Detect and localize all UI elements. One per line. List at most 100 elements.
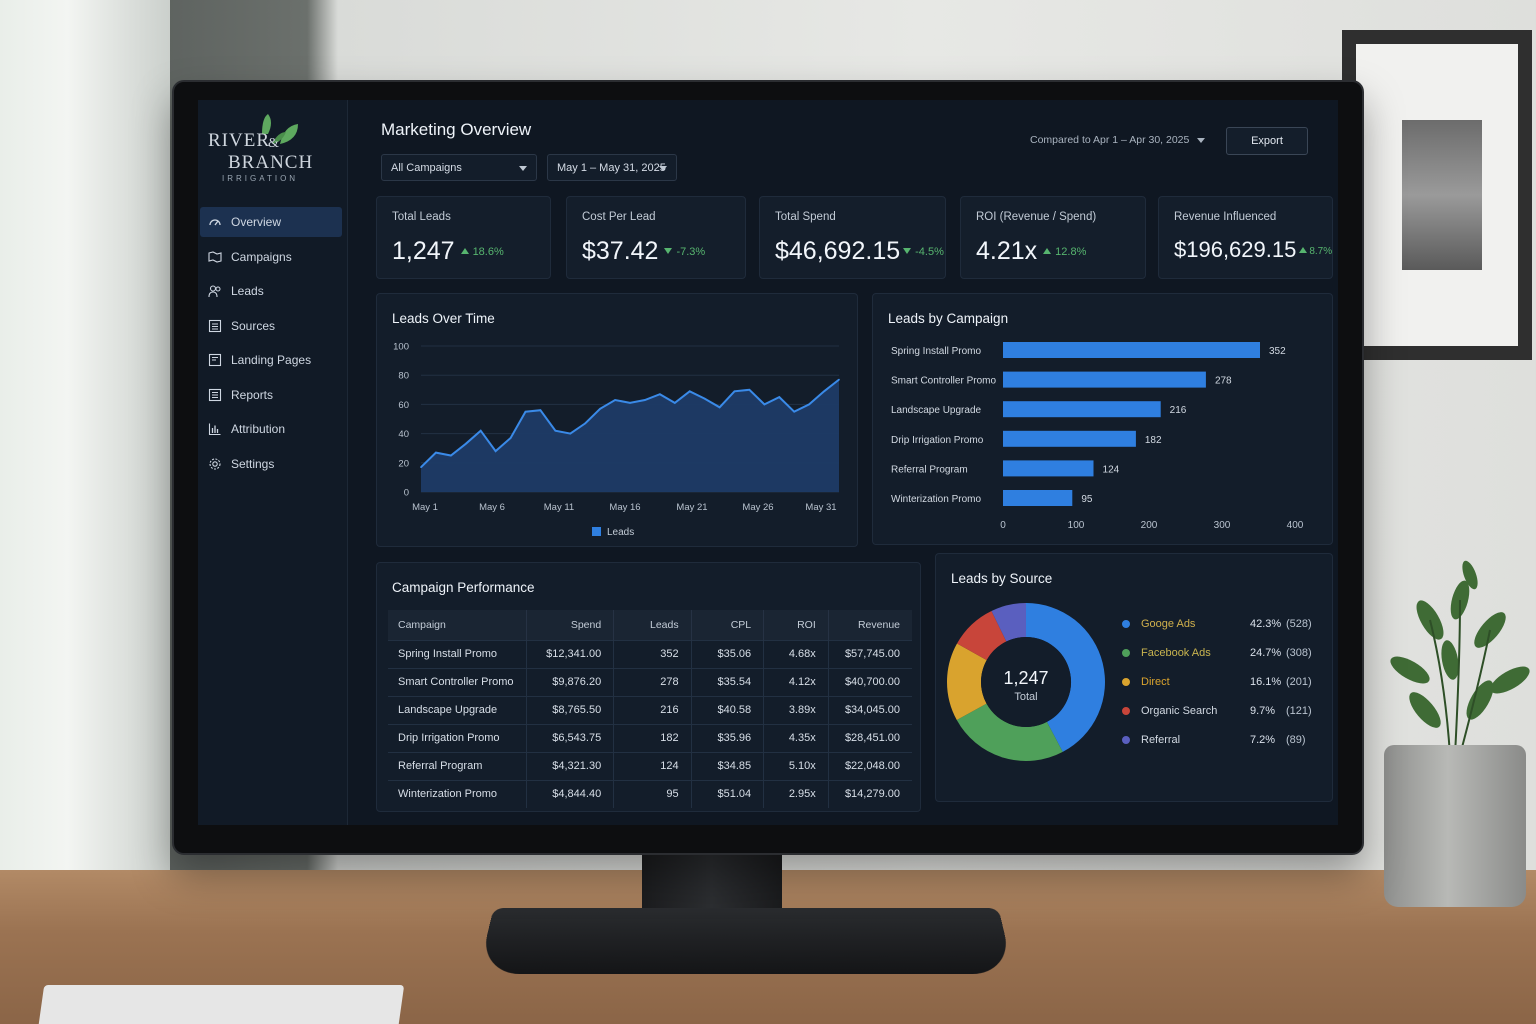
sidebar-item-campaigns[interactable]: Campaigns bbox=[200, 242, 342, 272]
legend-swatch bbox=[1122, 649, 1130, 657]
kpi-value-wrap: 4.21x 12.8% bbox=[976, 237, 1086, 266]
legend-count: (201) bbox=[1286, 676, 1312, 688]
table-cell-revenue: $14,279.00 bbox=[828, 780, 912, 808]
donut-slice bbox=[999, 620, 1026, 626]
kpi-delta-value: -4.5% bbox=[915, 246, 944, 258]
brand-line2: BRANCH bbox=[228, 152, 313, 174]
x-tick-label: May 31 bbox=[805, 502, 836, 513]
y-tick-label: 0 bbox=[404, 488, 409, 499]
legend-swatch bbox=[1122, 620, 1130, 628]
dashboard-screen: RIVER & BRANCH IRRIGATION Overview Campa… bbox=[198, 100, 1338, 825]
list-icon bbox=[208, 319, 222, 333]
sidebar-item-label: Sources bbox=[231, 319, 275, 333]
category-label: Drip Irrigation Promo bbox=[891, 435, 984, 446]
data-point bbox=[659, 393, 661, 395]
column-header-leads[interactable]: Leads bbox=[614, 610, 691, 640]
bar bbox=[1003, 460, 1094, 476]
leads-over-time-panel: Leads Over Time 0 20 40 60 80 100 May 1 May 6 Ma… bbox=[376, 293, 858, 547]
table-row[interactable]: Drip Irrigation Promo $6,543.75 182 $35.96 4… bbox=[388, 724, 912, 752]
column-header-cpl[interactable]: CPL bbox=[691, 610, 764, 640]
table-row[interactable]: Landscape Upgrade $8,765.50 216 $40.58 3.89x… bbox=[388, 696, 912, 724]
monitor-stand-base bbox=[478, 908, 1014, 974]
donut-slice bbox=[964, 652, 972, 712]
table-cell-spend: $4,844.40 bbox=[526, 780, 614, 808]
date-range-select[interactable]: May 1 – May 31, 2025 bbox=[547, 154, 677, 181]
kpi-delta-value: 12.8% bbox=[1055, 246, 1086, 258]
column-header-revenue[interactable]: Revenue bbox=[828, 610, 912, 640]
column-header-spend[interactable]: Spend bbox=[526, 610, 614, 640]
kpi-delta-value: 18.6% bbox=[473, 246, 504, 258]
table-cell-spend: $4,321.30 bbox=[526, 752, 614, 780]
table-row[interactable]: Spring Install Promo $12,341.00 352 $35.06 4… bbox=[388, 640, 912, 668]
legend-item[interactable]: Referral 7.2% (89) bbox=[1122, 732, 1318, 748]
kpi-delta: -4.5% bbox=[903, 246, 944, 258]
sidebar-item-sources[interactable]: Sources bbox=[200, 311, 342, 341]
sidebar-item-leads[interactable]: Leads bbox=[200, 276, 342, 306]
sidebar-item-landing-pages[interactable]: Landing Pages bbox=[200, 345, 342, 375]
sidebar-item-overview[interactable]: Overview bbox=[200, 207, 342, 237]
sidebar-item-label: Reports bbox=[231, 388, 273, 402]
legend-item[interactable]: Organic Search 9.7% (121) bbox=[1122, 703, 1318, 719]
sidebar-item-label: Settings bbox=[231, 457, 274, 471]
kpi-label: Revenue Influenced bbox=[1174, 211, 1276, 223]
legend-label: Organic Search bbox=[1141, 705, 1217, 717]
table-cell-roi: 4.12x bbox=[764, 668, 829, 696]
column-header-campaign[interactable]: Campaign bbox=[388, 610, 526, 640]
x-tick-label: 0 bbox=[1000, 520, 1006, 531]
column-header-roi[interactable]: ROI bbox=[764, 610, 829, 640]
table-cell-campaign: Smart Controller Promo bbox=[388, 668, 526, 696]
table-row[interactable]: Referral Program $4,321.30 124 $34.85 5.10x $… bbox=[388, 752, 912, 780]
data-point bbox=[435, 452, 437, 454]
arrow-up-icon bbox=[1299, 247, 1307, 253]
table-cell-leads: 352 bbox=[614, 640, 691, 668]
table-cell-cpl: $35.96 bbox=[691, 724, 764, 752]
legend-item[interactable]: Direct 16.1% (201) bbox=[1122, 674, 1318, 690]
bar-value-label: 182 bbox=[1145, 435, 1162, 446]
y-tick-label: 60 bbox=[398, 400, 409, 411]
sidebar-item-attribution[interactable]: Attribution bbox=[200, 414, 342, 444]
sidebar-item-settings[interactable]: Settings bbox=[200, 449, 342, 479]
table-cell-revenue: $22,048.00 bbox=[828, 752, 912, 780]
y-tick-label: 100 bbox=[393, 342, 409, 353]
chevron-down-icon bbox=[659, 166, 667, 171]
table-cell-roi: 5.10x bbox=[764, 752, 829, 780]
data-point bbox=[734, 391, 736, 393]
category-label: Winterization Promo bbox=[891, 494, 981, 505]
export-button[interactable]: Export bbox=[1226, 127, 1308, 155]
campaign-performance-table: Campaign Spend Leads CPL ROI Revenue Spr… bbox=[388, 610, 912, 808]
data-point bbox=[644, 399, 646, 401]
kpi-value: 4.21x bbox=[976, 237, 1037, 265]
x-tick-label: May 16 bbox=[609, 502, 640, 513]
chevron-down-icon bbox=[519, 166, 527, 171]
paper-on-desk bbox=[36, 985, 404, 1024]
table-row[interactable]: Smart Controller Promo $9,876.20 278 $35.54… bbox=[388, 668, 912, 696]
page-title: Marketing Overview bbox=[381, 120, 531, 140]
table-cell-campaign: Landscape Upgrade bbox=[388, 696, 526, 724]
sidebar-item-label: Landing Pages bbox=[231, 353, 311, 367]
sidebar-nav: Overview Campaigns Leads Sources Landing… bbox=[200, 207, 342, 483]
x-tick-label: 400 bbox=[1287, 520, 1304, 531]
table-row[interactable]: Winterization Promo $4,844.40 95 $51.04 2.95… bbox=[388, 780, 912, 808]
data-point bbox=[823, 391, 825, 393]
bar bbox=[1003, 431, 1136, 447]
compare-period-text: Compared to Apr 1 – Apr 30, 2025 bbox=[1030, 134, 1189, 146]
legend-item[interactable]: Googe Ads 42.3% (528) bbox=[1122, 616, 1318, 632]
sidebar-item-reports[interactable]: Reports bbox=[200, 380, 342, 410]
legend-label: Direct bbox=[1141, 676, 1170, 688]
sidebar-item-label: Campaigns bbox=[231, 250, 292, 264]
legend-item[interactable]: Facebook Ads 24.7% (308) bbox=[1122, 645, 1318, 661]
campaign-filter-select[interactable]: All Campaigns bbox=[381, 154, 537, 181]
x-tick-label: May 11 bbox=[544, 502, 574, 513]
table-cell-revenue: $57,745.00 bbox=[828, 640, 912, 668]
data-point bbox=[510, 437, 512, 439]
table-cell-spend: $9,876.20 bbox=[526, 668, 614, 696]
leads-by-source-panel: Leads by Source 1,247 Total Googe Ads 42.3… bbox=[935, 553, 1333, 802]
kpi-delta: 18.6% bbox=[461, 246, 504, 258]
kpi-value-wrap: 1,247 18.6% bbox=[392, 237, 504, 266]
map-icon bbox=[208, 250, 222, 264]
compare-period-select[interactable]: Compared to Apr 1 – Apr 30, 2025 bbox=[1030, 134, 1205, 146]
table-cell-cpl: $35.54 bbox=[691, 668, 764, 696]
data-point bbox=[570, 433, 572, 435]
sidebar-item-label: Attribution bbox=[231, 422, 285, 436]
arrow-down-icon bbox=[903, 248, 911, 254]
